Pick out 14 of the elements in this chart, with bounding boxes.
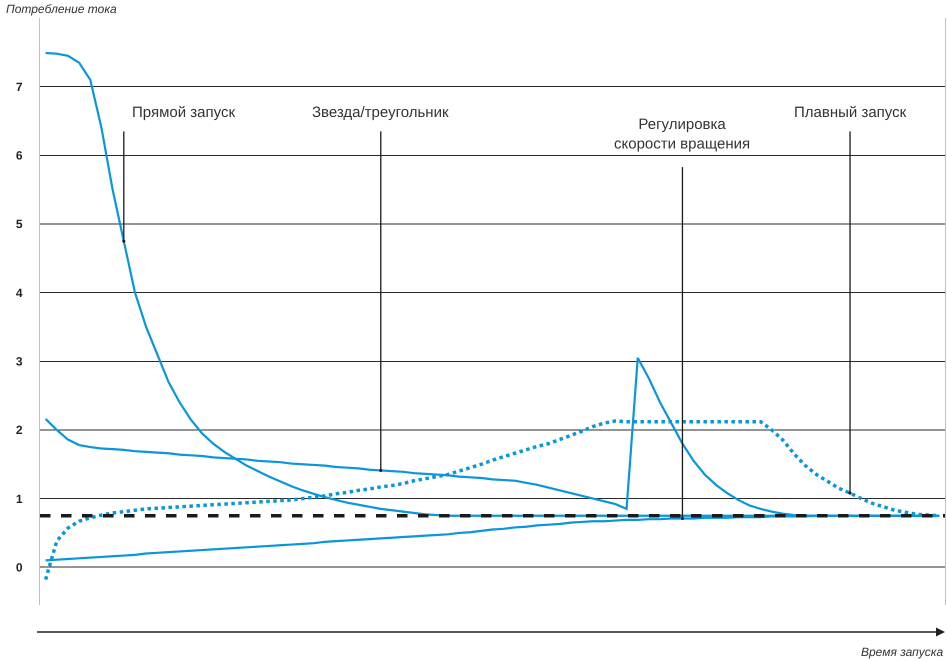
- annotation: Прямой запуск: [132, 104, 236, 121]
- y-tick-label: 2: [16, 423, 23, 438]
- y-tick-label: 4: [16, 286, 23, 300]
- y-tick-label: 5: [16, 217, 23, 232]
- annotation: Регулировка скорости вращения: [614, 116, 750, 152]
- y-tick-label: 0: [16, 560, 23, 574]
- y-tick-label: 1: [16, 492, 23, 506]
- annotation: Звезда/треугольник: [312, 104, 449, 121]
- annotation: Плавный запуск: [794, 104, 907, 121]
- y-tick-label: 7: [16, 80, 23, 94]
- y-tick-label: 6: [16, 148, 23, 163]
- y-tick-label: 3: [16, 354, 23, 368]
- x-axis-title: Время запуска: [861, 645, 944, 659]
- y-axis-title: Потребление тока: [6, 2, 117, 16]
